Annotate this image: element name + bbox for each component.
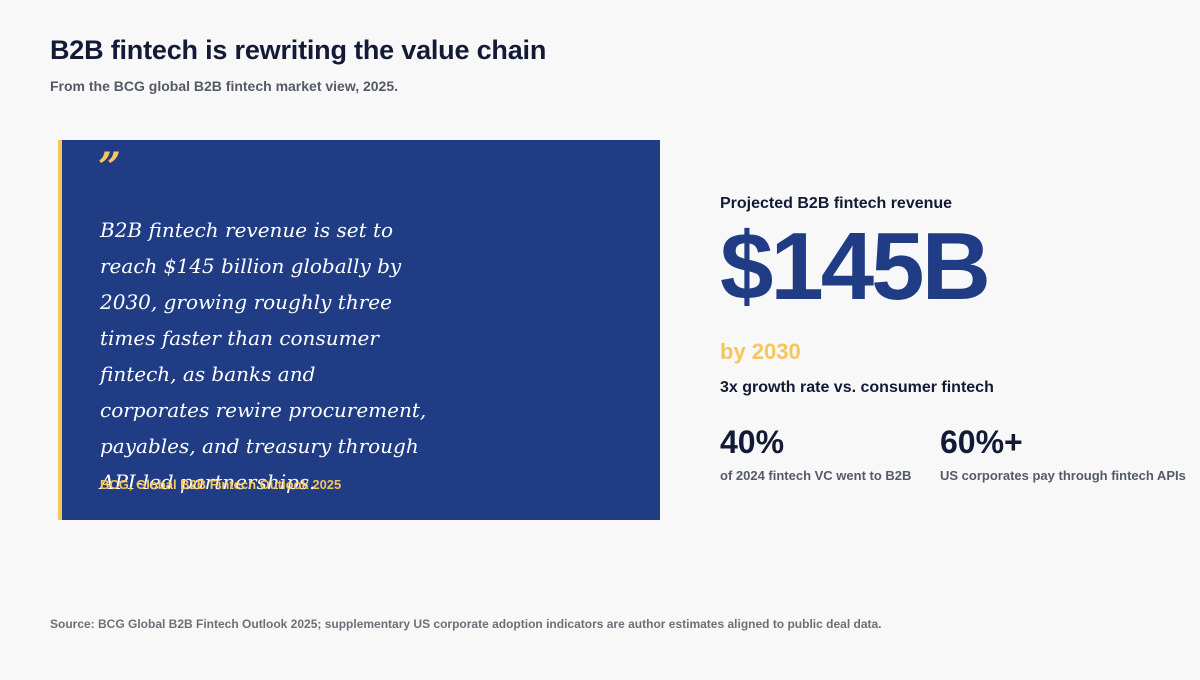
mini-stat-value: 40% <box>720 424 785 460</box>
quote-mark-icon: ” <box>98 144 122 191</box>
source-note: Source: BCG Global B2B Fintech Outlook 2… <box>50 617 882 631</box>
quote-attribution: BCG, Global B2B Fintech Outlook 2025 <box>100 477 342 492</box>
mini-stat-caption: of 2024 fintech VC went to B2B <box>720 468 912 483</box>
mini-stat-caption: US corporates pay through fintech APIs <box>940 468 1186 483</box>
stat-year: by 2030 <box>720 339 801 364</box>
quote-card: ” B2B fintech revenue is set to reach $1… <box>58 140 660 520</box>
page-subtitle: From the BCG global B2B fintech market v… <box>50 78 399 94</box>
page-title: B2B fintech is rewriting the value chain <box>50 35 547 65</box>
stat-value: $145B <box>720 213 991 320</box>
stat-growth: 3x growth rate vs. consumer fintech <box>720 379 994 396</box>
mini-stat-value: 60%+ <box>940 424 1023 460</box>
mini-stat-vc: 40% of 2024 fintech VC went to B2B <box>720 424 911 483</box>
headline-stat: Projected B2B fintech revenue $145B by 2… <box>720 195 1190 397</box>
mini-stat-corporates: 60%+ US corporates pay through fintech A… <box>940 424 1186 483</box>
quote-text: B2B fintech revenue is set to reach $145… <box>100 218 427 494</box>
stat-label: Projected B2B fintech revenue <box>720 195 953 212</box>
